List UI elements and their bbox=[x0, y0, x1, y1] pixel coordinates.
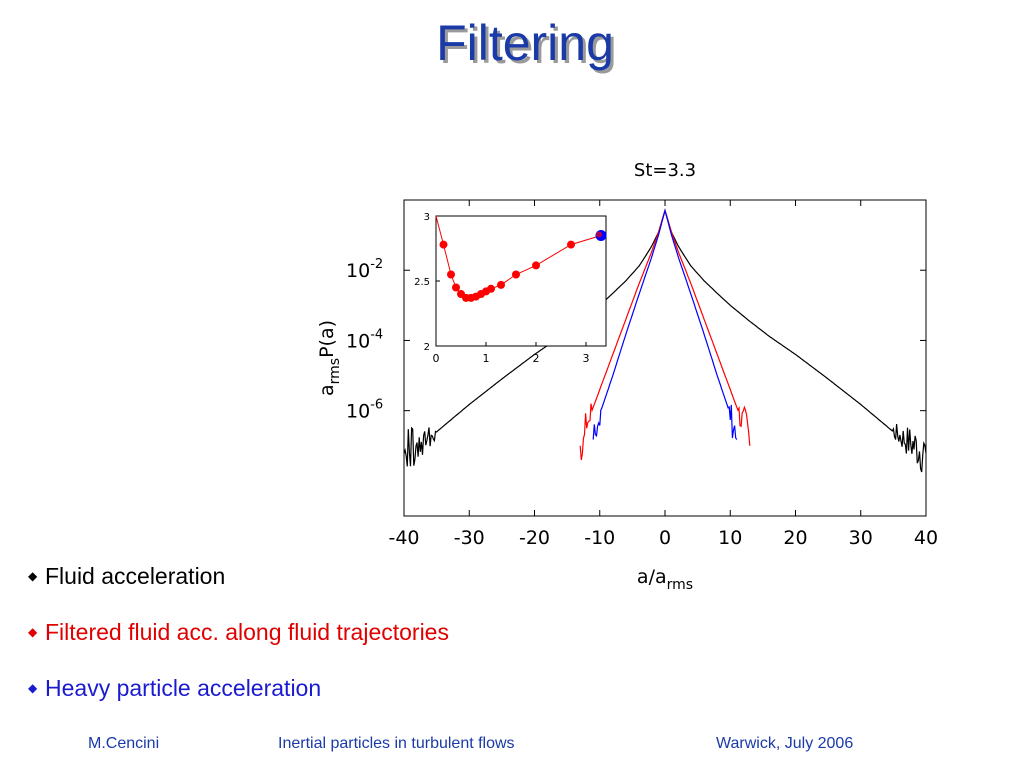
footer-talk-title: Inertial particles in turbulent flows bbox=[278, 735, 515, 752]
inset-y-tick-label: 3 bbox=[424, 212, 430, 223]
bullet-list: ◆ Fluid acceleration ◆ Filtered fluid ac… bbox=[28, 562, 449, 730]
inset-data-point bbox=[497, 280, 505, 289]
x-tick-label: 0 bbox=[659, 527, 671, 549]
inset-data-point bbox=[452, 283, 460, 292]
bullet-item-fluid: ◆ Fluid acceleration bbox=[28, 562, 449, 590]
inset-data-point bbox=[512, 270, 520, 279]
x-tick-label: 40 bbox=[914, 527, 938, 549]
series-line-heavy bbox=[592, 208, 738, 440]
inset-data-point bbox=[487, 284, 495, 293]
bullet-item-heavy: ◆ Heavy particle acceleration bbox=[28, 674, 449, 702]
slide-title: Filtering bbox=[436, 15, 614, 71]
bullet-text-filtered: Filtered fluid acc. along fluid trajecto… bbox=[45, 619, 449, 645]
y-tick-label: 10-6 bbox=[346, 398, 383, 423]
bullet-text-fluid: Fluid acceleration bbox=[45, 563, 226, 589]
x-tick-label: 20 bbox=[783, 527, 807, 549]
bullet-text-heavy: Heavy particle acceleration bbox=[45, 675, 322, 701]
diamond-bullet-icon: ◆ bbox=[28, 681, 38, 695]
inset-x-tick-label: 0 bbox=[433, 352, 440, 365]
chart-title: St=3.3 bbox=[634, 160, 696, 181]
x-tick-label: -20 bbox=[519, 527, 550, 549]
inset-data-point bbox=[439, 240, 448, 249]
inset-data-point bbox=[532, 261, 540, 270]
x-tick-label: -10 bbox=[584, 527, 615, 549]
inset-y-tick-label: 2 bbox=[424, 342, 430, 353]
bullet-item-filtered: ◆ Filtered fluid acc. along fluid trajec… bbox=[28, 618, 449, 646]
inset-y-tick-label: 2.5 bbox=[414, 277, 430, 288]
y-tick-label: 10-2 bbox=[346, 257, 383, 282]
inset-x-tick-label: 1 bbox=[483, 352, 490, 365]
x-tick-label: 30 bbox=[849, 527, 873, 549]
inset-x-tick-label: 3 bbox=[583, 352, 590, 365]
inset-data-point bbox=[447, 270, 455, 279]
acceleration-pdf-chart: -40 -30 -20 -10 0 10 20 30 4010-210-410-6St=3.3a… bbox=[316, 160, 938, 590]
x-tick-label: -40 bbox=[388, 527, 419, 549]
y-tick-label: 10-4 bbox=[346, 327, 383, 352]
inset-frame bbox=[435, 215, 607, 347]
inset-highlight-overlay bbox=[596, 231, 602, 238]
diamond-bullet-icon: ◆ bbox=[28, 625, 38, 639]
footer-author: M.Cencini bbox=[88, 735, 160, 752]
diamond-bullet-icon: ◆ bbox=[28, 569, 38, 583]
y-axis-label: armsP(a) bbox=[316, 320, 343, 396]
inset-x-tick-label: 2 bbox=[533, 352, 540, 365]
inset-data-point bbox=[567, 240, 575, 249]
footer-venue: Warwick, July 2006 bbox=[716, 735, 854, 752]
x-axis-label: a/arms bbox=[637, 566, 693, 590]
x-tick-label: -30 bbox=[454, 527, 485, 549]
x-tick-label: 10 bbox=[718, 527, 742, 549]
